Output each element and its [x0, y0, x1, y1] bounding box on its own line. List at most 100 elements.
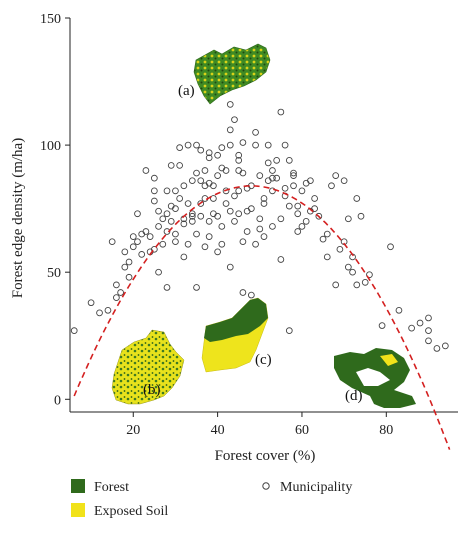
- data-point: [226, 141, 234, 149]
- legend-municipality-label: Municipality: [280, 480, 352, 495]
- data-point: [197, 200, 205, 207]
- data-point: [176, 144, 184, 151]
- y-tick-label: 100: [40, 139, 61, 154]
- data-point: [269, 223, 276, 230]
- legend-soil-swatch: [71, 503, 85, 517]
- data-point: [188, 212, 196, 220]
- inset-label-d: (d): [345, 388, 363, 404]
- data-point: [239, 169, 247, 177]
- data-point: [163, 187, 171, 195]
- data-point: [193, 141, 200, 149]
- data-point: [184, 200, 192, 207]
- data-point: [201, 243, 209, 251]
- data-point: [163, 228, 171, 235]
- data-point: [281, 141, 289, 149]
- data-point: [260, 195, 268, 202]
- data-point: [150, 174, 158, 182]
- data-point: [205, 233, 213, 240]
- x-axis-title: Forest cover (%): [215, 448, 316, 464]
- inset-c-forest: [204, 298, 268, 342]
- data-point: [285, 327, 293, 335]
- data-point: [366, 271, 373, 279]
- data-point: [172, 187, 179, 195]
- data-point: [357, 212, 365, 220]
- inset-a-shape: [193, 43, 271, 105]
- data-point: [416, 319, 424, 327]
- data-point: [269, 174, 276, 182]
- data-point: [138, 230, 146, 238]
- data-point: [129, 233, 137, 240]
- data-point: [361, 279, 369, 286]
- data-point: [193, 169, 200, 177]
- data-point: [226, 126, 234, 134]
- data-point: [340, 177, 348, 185]
- data-point: [172, 230, 179, 238]
- data-point: [117, 289, 124, 296]
- data-point: [269, 187, 276, 195]
- data-point: [441, 342, 449, 350]
- data-point: [294, 210, 302, 218]
- data-point: [176, 162, 184, 169]
- data-point: [231, 116, 238, 124]
- data-point: [269, 167, 276, 174]
- data-point: [180, 182, 188, 190]
- data-point: [184, 240, 192, 248]
- data-point: [235, 151, 243, 159]
- data-point: [222, 200, 230, 207]
- x-tick-label: 80: [379, 423, 393, 438]
- data-point: [155, 207, 162, 215]
- data-point: [210, 182, 217, 190]
- data-point: [243, 228, 251, 235]
- data-point: [108, 238, 116, 246]
- data-point: [425, 327, 432, 335]
- data-point: [281, 184, 289, 192]
- data-point: [163, 210, 171, 218]
- data-point: [290, 182, 297, 190]
- data-point: [256, 225, 264, 233]
- data-point: [222, 167, 230, 174]
- data-point: [222, 187, 230, 195]
- data-point: [273, 174, 281, 182]
- data-point: [104, 306, 112, 314]
- data-point: [311, 195, 318, 202]
- data-point: [197, 212, 205, 220]
- data-point: [247, 205, 255, 212]
- data-point: [167, 218, 175, 225]
- data-point: [188, 218, 196, 225]
- data-point: [125, 273, 133, 281]
- data-point: [87, 299, 95, 307]
- data-point: [273, 156, 281, 164]
- data-point: [378, 322, 386, 329]
- inset-b-shape: [111, 329, 185, 405]
- data-point: [214, 151, 221, 159]
- y-tick-label: 50: [47, 266, 61, 281]
- data-point: [214, 172, 221, 179]
- data-point: [256, 172, 264, 179]
- data-point: [142, 167, 150, 174]
- data-point: [235, 187, 243, 195]
- data-point: [201, 167, 209, 174]
- inset-map-b: (b): [111, 329, 185, 405]
- data-point: [344, 263, 352, 271]
- data-point: [344, 215, 352, 223]
- data-point: [264, 159, 272, 167]
- data-point: [159, 240, 167, 248]
- data-point: [150, 187, 158, 195]
- data-point: [218, 144, 226, 151]
- data-point: [231, 192, 238, 200]
- data-point: [226, 207, 234, 215]
- inset-label-a: (a): [178, 83, 195, 99]
- data-point: [349, 268, 356, 276]
- data-point: [214, 248, 221, 256]
- data-point: [197, 146, 205, 154]
- data-point: [176, 195, 184, 202]
- data-point: [205, 149, 213, 157]
- data-point: [328, 182, 335, 190]
- data-point: [264, 141, 272, 149]
- legend: Forest Exposed Soil Municipality: [71, 479, 352, 519]
- data-point: [395, 306, 403, 314]
- data-point: [353, 281, 361, 289]
- y-tick-label: 0: [54, 393, 61, 408]
- inset-d-soil: [356, 368, 390, 386]
